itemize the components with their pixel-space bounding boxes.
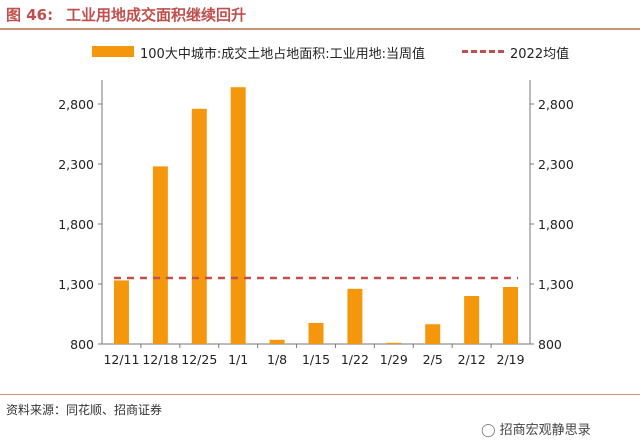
- bar-2-5: [425, 324, 441, 344]
- bar-2-12: [464, 296, 480, 344]
- x-tick-label: 1/22: [341, 352, 369, 367]
- y-tick-label-left: 1,300: [58, 277, 94, 292]
- x-tick-label: 12/11: [103, 352, 139, 367]
- bar-1-8: [269, 339, 285, 344]
- bar-1-29: [386, 342, 402, 344]
- legend-bar-swatch: [92, 46, 134, 57]
- footer-rule: [0, 394, 640, 395]
- x-tick-label: 12/18: [142, 352, 178, 367]
- y-tick-label-right: 1,800: [538, 217, 574, 232]
- figure-title: 工业用地成交面积继续回升: [66, 6, 247, 24]
- y-tick-label-right: 1,300: [538, 277, 574, 292]
- y-tick-label-right: 800: [538, 337, 562, 352]
- x-tick-label: 1/15: [302, 352, 330, 367]
- legend-line-label: 2022均值: [510, 47, 570, 62]
- x-tick-label: 2/5: [423, 352, 443, 367]
- x-tick-label: 12/25: [181, 352, 217, 367]
- bar-12-18: [152, 166, 168, 344]
- bar-12-11: [113, 280, 129, 344]
- x-axis-labels: 12/11 12/18 12/25 1/1 1/8 1/15 1/22 1/29 2/5 2/12…: [103, 352, 524, 367]
- x-tick-label: 1/1: [228, 352, 248, 367]
- x-tick-label: 1/8: [267, 352, 287, 367]
- legend-line-swatch: [462, 50, 504, 53]
- bar-2-19: [503, 287, 519, 344]
- x-tick-label: 2/12: [458, 352, 486, 367]
- y-tick-label-right: 2,800: [538, 97, 574, 112]
- y-tick-label-left: 1,800: [58, 217, 94, 232]
- watermark: ◯ 招商宏观静思录: [481, 419, 591, 438]
- chart-bars: [113, 87, 519, 344]
- source-note: 资料来源：同花顺、招商证券: [6, 403, 163, 417]
- y-tick-label-left: 2,800: [58, 97, 94, 112]
- y-tick-label-left: 800: [70, 337, 94, 352]
- y-tick-label-left: 2,300: [58, 157, 94, 172]
- legend-bar-label: 100大中城市:成交土地占地面积:工业用地:当周值: [140, 47, 425, 62]
- y-tick-label-right: 2,300: [538, 157, 574, 172]
- x-tick-label: 1/29: [380, 352, 408, 367]
- y-axis-right-labels: 800 1,300 1,800 2,300 2,800: [538, 97, 574, 352]
- bar-1-15: [308, 323, 324, 344]
- figure-header: 图 46: 工业用地成交面积继续回升: [0, 0, 640, 30]
- header-rule: [0, 28, 640, 30]
- figure-number: 图 46:: [6, 6, 54, 24]
- bar-1-1: [230, 87, 246, 344]
- bar-12-25: [191, 108, 207, 344]
- chart-legend: 100大中城市:成交土地占地面积:工业用地:当周值 2022均值: [0, 40, 640, 64]
- watermark-text: 招商宏观静思录: [499, 423, 591, 438]
- y-axis-left-labels: 800 1,300 1,800 2,300 2,800: [58, 97, 94, 352]
- x-tick-label: 2/19: [497, 352, 525, 367]
- bar-1-22: [347, 288, 363, 344]
- wechat-icon: ◯: [481, 423, 496, 438]
